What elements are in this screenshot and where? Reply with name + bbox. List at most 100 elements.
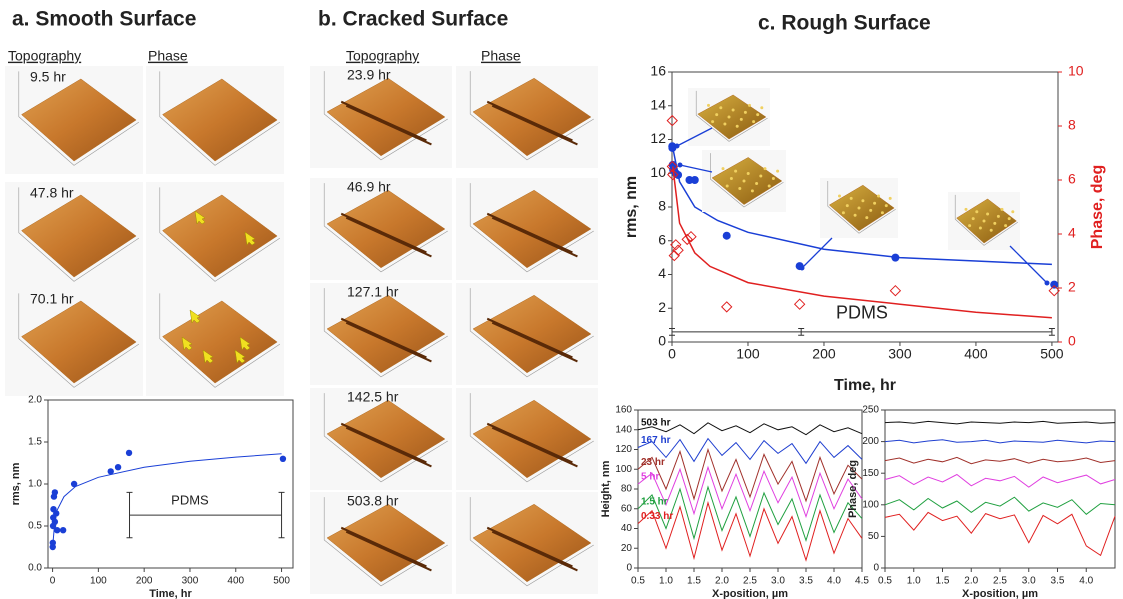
surface [472,399,592,479]
afm-image [456,388,598,490]
image-label: 142.5 hr [347,389,399,405]
data-point [685,230,697,243]
image-axes [18,187,140,282]
texture [760,106,764,110]
texture [1000,207,1004,211]
data-point [666,114,678,127]
texture [776,169,780,173]
image-axes [159,71,281,166]
y2-tick-label: 8 [1068,117,1076,133]
afm-image [310,492,452,594]
reference-label: PDMS [171,493,209,508]
data-point [70,480,78,488]
x-tick-label: 500 [1040,346,1064,362]
image-axes [18,71,140,166]
texture [746,172,750,176]
data-point [1048,284,1060,297]
texture [731,108,735,112]
panel-title: a. Smooth Surface [12,8,196,31]
series-line [672,147,1052,266]
texture [971,217,975,221]
texture [763,167,767,171]
data-point [107,468,114,475]
image-label: 23.9 hr [347,67,391,83]
x-tick-label: 2.0 [715,576,729,587]
crack [345,321,432,363]
y-tick-label: 14 [650,96,666,112]
image-axes [469,393,594,483]
reference-label: PDMS [836,303,888,323]
crack [491,321,578,363]
column-header: Topography [8,48,81,64]
series-label: 1.5 hr [641,496,668,507]
series-line [52,453,282,543]
texture [869,208,873,212]
y-tick-label: 60 [621,503,633,514]
texture [865,216,869,220]
series-line [637,447,863,503]
surface [472,294,592,374]
y-tick-label: 6 [658,231,666,247]
inset-arrow [801,237,833,269]
y2-tick-label: 0 [1068,333,1076,349]
column-header: Phase [481,48,521,64]
image-label: 47.8 hr [30,185,74,201]
texture [873,201,877,205]
afm-image [146,182,284,290]
data-point [666,160,679,173]
arrow [194,210,206,225]
crack [340,317,427,359]
crack [486,422,573,464]
chart: 0 20 40 60 80 100 120 140 160 0.5 1.0 1.5 2.0 2.5 3.0 3… [600,405,869,599]
data-point [668,249,680,262]
texture [853,213,857,217]
y2-tick-label: 10 [1068,63,1084,79]
crack [491,530,578,572]
afm-image [146,288,284,396]
series-label: 5 hr [641,472,659,483]
arrow [239,336,251,351]
image-axes [323,393,448,483]
afm-image [948,192,1020,250]
inset-arrow-head [1044,280,1050,286]
surface [162,300,278,384]
data-point [667,168,679,181]
afm-image [456,66,598,168]
series-line [637,437,863,465]
x-tick-label: 2.5 [993,576,1007,587]
plot-frame [637,409,863,569]
y-tick-label: 1.5 [28,437,42,448]
texture [767,184,771,188]
surface [326,399,446,479]
data-point [51,489,59,496]
image-label: 46.9 hr [347,179,391,195]
series-label: 167 hr [641,435,671,446]
afm-image [688,88,770,146]
series-label: 0.33 hr [641,511,673,522]
image-label: 9.5 hr [30,69,66,85]
texture [986,212,990,216]
y-tick-label: 140 [615,424,632,435]
data-point [889,284,902,297]
y-tick-label: 12 [650,130,666,146]
texture [884,204,888,208]
series-line [884,496,1116,515]
inset-arrow [679,164,713,173]
y-tick-label: 20 [621,543,633,554]
y-tick-label: 200 [862,436,879,447]
chart: 0.0 0.5 1.0 1.5 2.0 0 100 200 300 400 500 Time, hr r… [10,395,294,599]
arrow [181,336,193,351]
image-axes [18,293,140,388]
texture [989,228,993,232]
crack [486,317,573,359]
series-line [637,465,863,519]
surface [162,194,278,278]
column-header: Phase [148,48,188,64]
data-point [793,298,806,310]
surface [21,78,137,162]
x-tick-label: 300 [888,346,912,362]
surface [326,294,446,374]
afm-image [310,388,452,490]
image-axes [323,288,448,378]
